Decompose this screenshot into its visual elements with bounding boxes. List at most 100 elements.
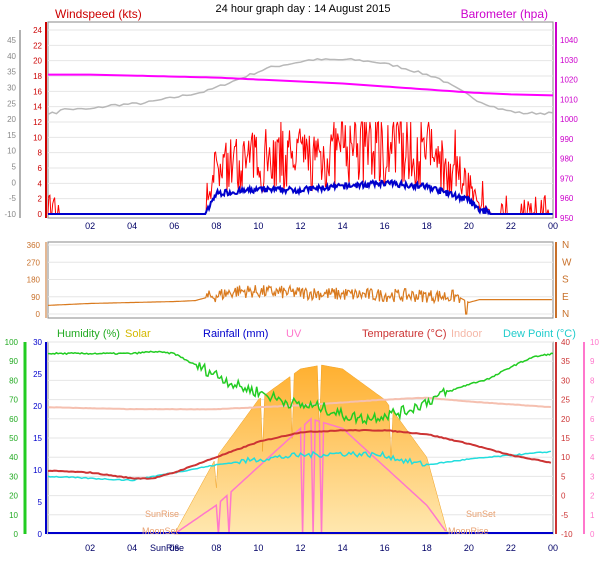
page-title: 24 hour graph day : 14 August 2015 bbox=[216, 3, 391, 15]
barometer-tick: 960 bbox=[560, 194, 574, 203]
humidity-tick: 0 bbox=[14, 530, 19, 539]
x-tick-label: 04 bbox=[127, 221, 137, 231]
rain-tick: 5 bbox=[38, 498, 43, 507]
barometer-tick: 980 bbox=[560, 155, 574, 164]
x-tick-label: 02 bbox=[85, 543, 95, 553]
humidity-tick: 90 bbox=[9, 357, 18, 366]
x-tick-label: 06 bbox=[169, 221, 179, 231]
windspeed-tick: 6 bbox=[38, 164, 43, 173]
direction-gridlines bbox=[48, 244, 553, 315]
windspeed-tick: 14 bbox=[33, 103, 42, 112]
rain-tick: 30 bbox=[33, 338, 42, 347]
humidity-tick: 60 bbox=[9, 415, 18, 424]
wind-outer-ticks: 45 40 35 30 25 20 15 10 5 0 -5 -10 bbox=[4, 36, 16, 219]
compass-tick: S bbox=[562, 275, 569, 286]
indoor-legend: Indoor bbox=[451, 328, 483, 340]
sunrise-label: SunRise bbox=[145, 509, 179, 519]
x-tick-label: 18 bbox=[422, 543, 432, 553]
windspeed-axis-label: Windspeed (kts) bbox=[55, 7, 142, 21]
compass-tick: E bbox=[562, 292, 569, 303]
barometer-tick: 970 bbox=[560, 174, 574, 183]
thermo-x-ticks: 02 04 06 08 10 12 14 16 18 20 22 00 bbox=[85, 543, 558, 553]
uv-tick: 3 bbox=[590, 472, 595, 481]
average-windspeed-line bbox=[48, 178, 553, 216]
humidity-tick: 40 bbox=[9, 453, 18, 462]
uv-tick: 1 bbox=[590, 511, 595, 520]
outer-tick: 35 bbox=[7, 68, 16, 77]
outer-tick: -10 bbox=[4, 210, 16, 219]
grey-series-line bbox=[47, 57, 554, 116]
uv-tick: 6 bbox=[590, 415, 595, 424]
barometer-tick: 950 bbox=[560, 214, 574, 223]
barometer-tick: 1040 bbox=[560, 36, 578, 45]
temperature-ticks: 40 35 30 25 20 15 10 5 0 -5 -10 bbox=[561, 338, 573, 539]
x-tick-label: 20 bbox=[464, 221, 474, 231]
barometer-tick: 1010 bbox=[560, 95, 578, 104]
temperature-tick: 40 bbox=[561, 338, 570, 347]
windspeed-tick: 12 bbox=[33, 118, 42, 127]
rain-tick: 15 bbox=[33, 434, 42, 443]
x-tick-label: 16 bbox=[380, 543, 390, 553]
outer-tick: 0 bbox=[12, 178, 17, 187]
humidity-tick: 50 bbox=[9, 434, 18, 443]
windspeed-tick: 0 bbox=[38, 210, 43, 219]
temperature-tick: -10 bbox=[561, 530, 573, 539]
wind-right-ticks: 1040 1030 1020 1010 1000 990 980 970 960 950 bbox=[560, 36, 578, 223]
humidity-tick: 30 bbox=[9, 472, 18, 481]
wind-panel: Windspeed (kts) Barometer (hpa) 24222018… bbox=[4, 7, 578, 231]
solar-legend: Solar bbox=[125, 328, 151, 340]
x-tick-label: 08 bbox=[211, 543, 221, 553]
humidity-line bbox=[48, 350, 554, 426]
temperature-tick: 30 bbox=[561, 376, 570, 385]
windspeed-tick: 4 bbox=[38, 179, 43, 188]
direction-tick: 180 bbox=[27, 276, 41, 285]
temperature-tick: 25 bbox=[561, 396, 570, 405]
x-tick-label: 02 bbox=[85, 221, 95, 231]
x-tick-label: 00 bbox=[548, 543, 558, 553]
windspeed-tick: 10 bbox=[33, 133, 42, 142]
barometer-tick: 990 bbox=[560, 135, 574, 144]
uv-line bbox=[173, 417, 447, 535]
humidity-tick: 70 bbox=[9, 396, 18, 405]
outer-tick: -5 bbox=[9, 194, 17, 203]
x-tick-label: 20 bbox=[464, 543, 474, 553]
rainfall-legend: Rainfall (mm) bbox=[203, 328, 268, 340]
outer-tick: 25 bbox=[7, 99, 16, 108]
humidity-tick: 100 bbox=[5, 338, 19, 347]
barometer-tick: 1020 bbox=[560, 76, 578, 85]
rain-tick: 25 bbox=[33, 370, 42, 379]
humidity-tick: 20 bbox=[9, 492, 18, 501]
x-tick-label: 10 bbox=[253, 221, 263, 231]
x-tick-label: 18 bbox=[422, 221, 432, 231]
compass-tick: N bbox=[562, 240, 569, 251]
wind-x-ticks: 02 04 06 08 10 12 14 16 18 20 22 00 bbox=[85, 221, 558, 231]
moonrise-label: MoonRise bbox=[448, 526, 489, 536]
x-tick-label: 22 bbox=[506, 221, 516, 231]
windspeed-tick: 16 bbox=[33, 87, 42, 96]
temperature-tick: 5 bbox=[561, 472, 566, 481]
outer-tick: 10 bbox=[7, 147, 16, 156]
temperature-tick: 20 bbox=[561, 415, 570, 424]
outer-tick: 20 bbox=[7, 115, 16, 124]
uv-tick: 9 bbox=[590, 357, 595, 366]
uv-legend: UV bbox=[286, 328, 302, 340]
uv-tick: 10 bbox=[590, 338, 599, 347]
uv-tick: 8 bbox=[590, 376, 595, 385]
humidity-tick: 80 bbox=[9, 376, 18, 385]
dewpoint-legend: Dew Point (°C) bbox=[503, 328, 576, 340]
uv-tick: 2 bbox=[590, 492, 595, 501]
uv-tick: 0 bbox=[590, 530, 595, 539]
outer-tick: 40 bbox=[7, 52, 16, 61]
outer-tick: 45 bbox=[7, 36, 16, 45]
outer-tick: 30 bbox=[7, 83, 16, 92]
windspeed-tick: 20 bbox=[33, 57, 42, 66]
outer-tick: 5 bbox=[12, 163, 17, 172]
uv-tick: 5 bbox=[590, 434, 595, 443]
x-tick-label: 12 bbox=[295, 543, 305, 553]
sunset-label: SunSet bbox=[466, 509, 496, 519]
temperature-tick: -5 bbox=[561, 511, 569, 520]
windspeed-tick: 22 bbox=[33, 41, 42, 50]
